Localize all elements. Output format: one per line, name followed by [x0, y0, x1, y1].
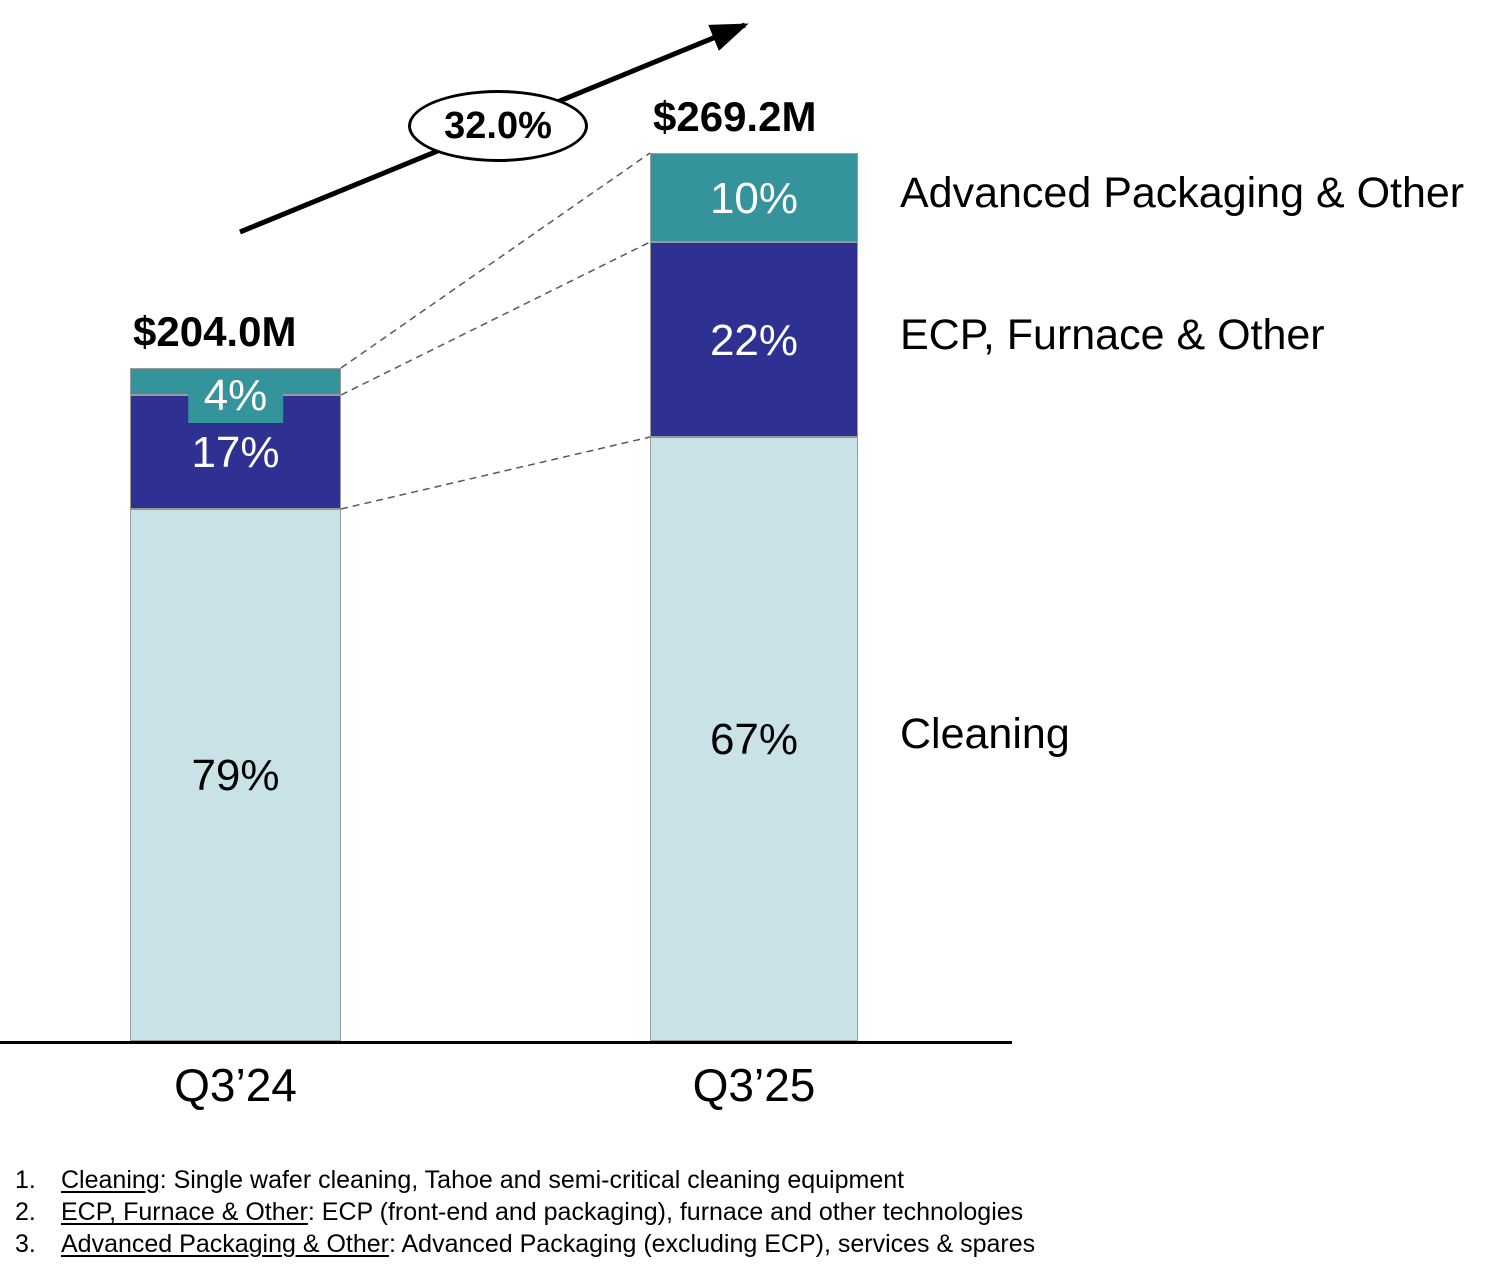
series-label-cleaning: Cleaning	[900, 710, 1070, 758]
segment-percent-label: 79%	[175, 749, 296, 803]
bar-total-label: $204.0M	[133, 308, 297, 355]
footnote-item: 2. ECP, Furnace & Other: ECP (front-end …	[15, 1198, 1035, 1230]
segment-cleaning: 67%	[650, 437, 858, 1041]
segment-cleaning: 79%	[130, 509, 341, 1041]
footnote-desc: : ECP (front-end and packaging), furnace…	[307, 1198, 1024, 1226]
segment-ecp-furnace-other: 22%	[650, 242, 858, 437]
footnote-desc: : Single wafer cleaning, Tahoe and semi-…	[159, 1166, 905, 1194]
x-axis-category-label: Q3’25	[692, 1059, 816, 1111]
connector-line	[340, 241, 651, 396]
segment-advanced-packaging-other: 10%	[650, 153, 858, 242]
segment-advanced-packaging-other: 4%	[130, 368, 341, 423]
footnote-number: 1.	[15, 1166, 36, 1194]
footnote-number: 2.	[15, 1198, 36, 1226]
footnote-text: Cleaning: Single wafer cleaning, Tahoe a…	[61, 1166, 904, 1195]
growth-oval: 32.0%	[408, 90, 588, 162]
footnotes: 1. Cleaning: Single wafer cleaning, Taho…	[15, 1166, 1035, 1262]
segment-percent-label: 22%	[693, 313, 815, 368]
connector-line	[340, 436, 651, 510]
x-axis-category-label: Q3’24	[174, 1059, 297, 1111]
footnote-term: Advanced Packaging & Other	[61, 1230, 389, 1258]
footnote-text: ECP, Furnace & Other: ECP (front-end and…	[61, 1198, 1023, 1227]
bar-q324: 4% 17% 79%	[130, 368, 341, 1041]
footnote-item: 1. Cleaning: Single wafer cleaning, Taho…	[15, 1166, 1035, 1198]
series-label-advanced-packaging-other: Advanced Packaging & Other	[900, 169, 1465, 217]
bar-q325: 10% 22% 67%	[650, 153, 858, 1041]
segment-percent-label: 10%	[693, 171, 815, 226]
footnote-number: 3.	[15, 1230, 36, 1258]
segment-percent-label: 17%	[175, 426, 296, 480]
series-label-ecp-furnace-other: ECP, Furnace & Other	[900, 311, 1325, 359]
growth-label: 32.0%	[444, 104, 552, 147]
connector-line	[340, 152, 651, 369]
segment-ecp-furnace-other: 17%	[130, 395, 341, 509]
footnote-term: ECP, Furnace & Other	[61, 1198, 308, 1226]
footnote-term: Cleaning	[61, 1166, 160, 1194]
footnote-item: 3. Advanced Packaging & Other: Advanced …	[15, 1230, 1035, 1262]
footnote-desc: : Advanced Packaging (excluding ECP), se…	[388, 1230, 1036, 1258]
x-axis-line	[0, 1041, 1012, 1044]
footnote-text: Advanced Packaging & Other: Advanced Pac…	[61, 1230, 1035, 1259]
segment-percent-label: 67%	[693, 713, 815, 767]
segment-percent-label: 4%	[187, 369, 284, 423]
bar-total-label: $269.2M	[653, 93, 817, 140]
